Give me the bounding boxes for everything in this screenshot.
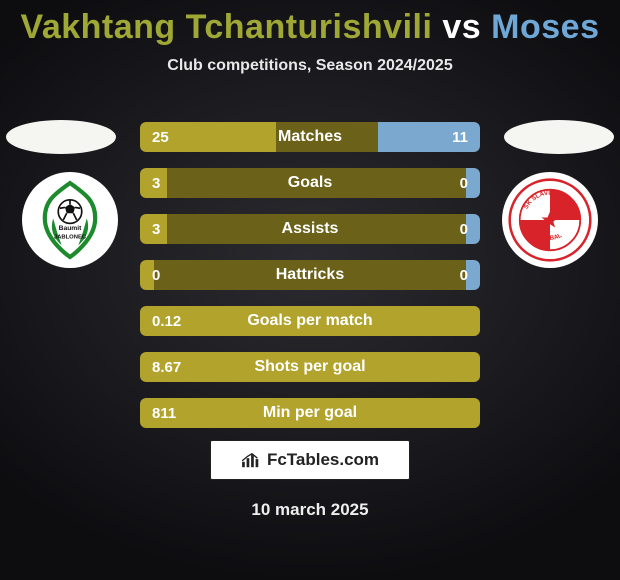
stat-label: Matches [140,128,480,146]
site-name: FcTables.com [267,450,379,470]
page-title: Vakhtang Tchanturishvili vs Moses [0,0,620,47]
player2-avatar-placeholder [504,120,614,154]
stat-label: Hattricks [140,266,480,284]
subtitle: Club competitions, Season 2024/2025 [0,57,620,75]
stat-row: 2511Matches [140,122,480,152]
club-logo-left: Baumit JABLONEC [22,172,118,268]
chart-bars-icon [241,451,263,469]
jablonec-text2: JABLONEC [54,234,87,240]
stat-row: 00Hattricks [140,260,480,290]
title-player2: Moses [491,8,599,46]
club-logo-right: SK SLAVIA PRAHA FOTBAL [502,172,598,268]
title-player1: Vakhtang Tchanturishvili [21,8,433,46]
site-badge[interactable]: FcTables.com [210,440,410,480]
slavia-logo-icon: SK SLAVIA PRAHA FOTBAL [508,178,592,262]
stat-row: 8.67Shots per goal [140,352,480,382]
stat-label: Goals [140,174,480,192]
stat-row: 811Min per goal [140,398,480,428]
jablonec-logo-icon: Baumit JABLONEC [28,178,112,262]
jablonec-text1: Baumit [59,225,83,232]
stat-label: Assists [140,220,480,238]
player1-avatar-placeholder [6,120,116,154]
stat-label: Goals per match [140,312,480,330]
stats-panel: 2511Matches 30Goals 30Assists 00Hattricks 0.… [140,122,480,444]
stat-row: 0.12Goals per match [140,306,480,336]
content-root: Vakhtang Tchanturishvili vs Moses Club c… [0,0,620,580]
stat-label: Shots per goal [140,358,480,376]
title-vs: vs [442,8,481,46]
date-label: 10 march 2025 [0,500,620,520]
stat-label: Min per goal [140,404,480,422]
stat-row: 30Goals [140,168,480,198]
stat-row: 30Assists [140,214,480,244]
